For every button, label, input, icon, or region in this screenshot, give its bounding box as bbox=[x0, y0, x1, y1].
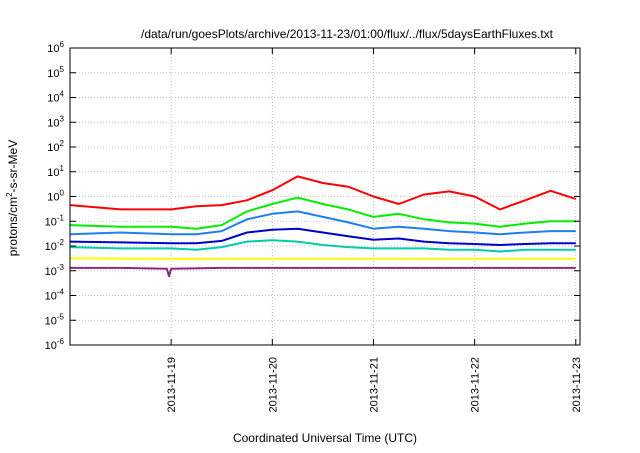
grid-lines bbox=[70, 48, 580, 345]
y-tick-exp: 1 bbox=[60, 164, 65, 173]
y-tick-label: 102 bbox=[47, 139, 64, 154]
y-tick-base: 10 bbox=[47, 192, 59, 204]
y-tick-exp: -6 bbox=[57, 337, 65, 346]
y-tick-exp: 2 bbox=[60, 139, 65, 148]
y-tick-base: 10 bbox=[45, 216, 57, 228]
y-tick-base: 10 bbox=[45, 340, 57, 352]
y-tick-label: 100 bbox=[47, 189, 64, 204]
y-axis-label-rest: -s-sr-MeV bbox=[6, 140, 20, 193]
series-line bbox=[69, 227, 576, 246]
y-tick-exp: -2 bbox=[57, 238, 65, 247]
y-tick-base: 10 bbox=[47, 142, 59, 154]
y-tick-base: 10 bbox=[45, 241, 57, 253]
y-tick-label: 10-6 bbox=[45, 337, 65, 352]
x-tick-label: 2013-11-20 bbox=[267, 357, 279, 412]
y-tick-label: 10-4 bbox=[45, 288, 65, 303]
y-tick-label: 10-3 bbox=[45, 263, 65, 278]
y-tick-exp: 5 bbox=[60, 65, 65, 74]
y-tick-label: 103 bbox=[47, 114, 64, 129]
y-tick-label: 105 bbox=[47, 65, 64, 80]
x-tick-label: 2013-11-19 bbox=[166, 357, 178, 412]
y-tick-exp: 0 bbox=[60, 189, 65, 198]
y-tick-exp: -3 bbox=[57, 263, 65, 272]
y-tick-label: 10-1 bbox=[45, 213, 65, 228]
y-tick-exp: 3 bbox=[60, 114, 65, 123]
y-tick-exp: -4 bbox=[57, 288, 65, 297]
y-tick-base: 10 bbox=[45, 266, 57, 278]
series-layer bbox=[69, 175, 577, 278]
series-line bbox=[70, 266, 576, 278]
x-axis-ticks: 2013-11-19 2013-11-20 2013-11-21 2013-11-22… bbox=[166, 48, 583, 412]
x-tick-label: 2013-11-21 bbox=[368, 357, 380, 412]
chart-title: /data/run/goesPlots/archive/2013-11-23/0… bbox=[141, 27, 554, 41]
y-axis-ticks: 10-610-510-410-310-210-11001011021031041… bbox=[45, 40, 580, 352]
y-tick-label: 10-5 bbox=[45, 312, 65, 327]
y-axis-label: protons/cm2-s-sr-MeV bbox=[5, 140, 20, 256]
y-tick-base: 10 bbox=[47, 68, 59, 80]
y-tick-base: 10 bbox=[45, 291, 57, 303]
y-tick-label: 104 bbox=[47, 90, 64, 105]
y-tick-exp: 4 bbox=[60, 90, 65, 99]
x-tick-label: 2013-11-22 bbox=[470, 357, 482, 412]
y-tick-exp: 6 bbox=[60, 40, 65, 49]
y-tick-base: 10 bbox=[47, 43, 59, 55]
series-line bbox=[69, 175, 577, 211]
x-tick-label: 2013-11-23 bbox=[571, 357, 583, 412]
x-axis-label: Coordinated Universal Time (UTC) bbox=[233, 431, 417, 445]
series-line bbox=[69, 257, 576, 260]
series-line bbox=[69, 210, 576, 236]
y-tick-exp: -1 bbox=[57, 213, 65, 222]
series-line bbox=[69, 239, 576, 253]
y-tick-base: 10 bbox=[47, 167, 59, 179]
y-tick-label: 10-2 bbox=[45, 238, 65, 253]
y-tick-label: 101 bbox=[47, 164, 64, 179]
y-tick-base: 10 bbox=[47, 93, 59, 105]
y-tick-base: 10 bbox=[47, 117, 59, 129]
y-axis-label-exp: 2 bbox=[5, 192, 14, 197]
series-line bbox=[69, 196, 576, 230]
y-tick-label: 106 bbox=[47, 40, 64, 55]
y-axis-label-base: protons/cm bbox=[6, 197, 20, 256]
y-tick-base: 10 bbox=[45, 315, 57, 327]
y-tick-exp: -5 bbox=[57, 312, 65, 321]
